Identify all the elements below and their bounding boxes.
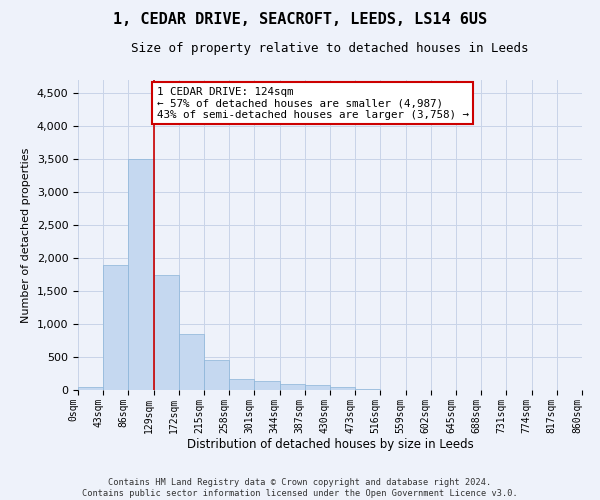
Bar [78, 386, 103, 390]
Bar [154, 274, 179, 390]
Text: 1 CEDAR DRIVE: 124sqm
← 57% of detached houses are smaller (4,987)
43% of semi-d: 1 CEDAR DRIVE: 124sqm ← 57% of detached … [157, 86, 469, 120]
Y-axis label: Number of detached properties: Number of detached properties [21, 148, 31, 322]
Bar [254, 381, 280, 390]
Bar [305, 386, 330, 390]
X-axis label: Distribution of detached houses by size in Leeds: Distribution of detached houses by size … [187, 438, 473, 452]
Bar [179, 334, 204, 390]
Bar [128, 159, 154, 390]
Bar [103, 264, 128, 390]
Bar [330, 388, 355, 390]
Bar [280, 384, 305, 390]
Text: Contains HM Land Registry data © Crown copyright and database right 2024.
Contai: Contains HM Land Registry data © Crown c… [82, 478, 518, 498]
Bar [355, 388, 380, 390]
Text: 1, CEDAR DRIVE, SEACROFT, LEEDS, LS14 6US: 1, CEDAR DRIVE, SEACROFT, LEEDS, LS14 6U… [113, 12, 487, 28]
Bar [229, 380, 254, 390]
Bar [204, 360, 229, 390]
Title: Size of property relative to detached houses in Leeds: Size of property relative to detached ho… [131, 42, 529, 55]
